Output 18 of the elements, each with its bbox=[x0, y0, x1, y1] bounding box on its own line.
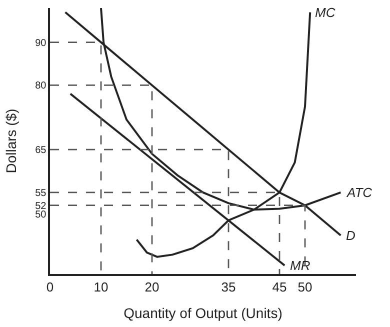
y-tick-label: 50 bbox=[35, 209, 47, 220]
y-axis-title: Dollars ($) bbox=[3, 108, 20, 174]
y-tick-label: 80 bbox=[35, 80, 47, 92]
series-label: MC bbox=[315, 5, 336, 20]
y-tick-label: 65 bbox=[35, 145, 47, 156]
series-label: MR bbox=[290, 258, 310, 273]
x-tick-label: 35 bbox=[221, 279, 236, 294]
x-tick-label: 20 bbox=[144, 279, 160, 294]
series-label: ATC bbox=[346, 185, 373, 200]
y-tick-label: 90 bbox=[35, 38, 47, 49]
x-tick-label: 45 bbox=[272, 279, 287, 294]
x-tick-label: 10 bbox=[94, 279, 108, 294]
y-tick-label: 55 bbox=[35, 188, 47, 199]
x-tick-label: 0 bbox=[46, 279, 54, 294]
series-label: D bbox=[346, 228, 356, 243]
y-tick-label: 52 bbox=[35, 200, 47, 212]
x-tick-label: 50 bbox=[298, 279, 312, 294]
x-axis-title: Quantity of Output (Units) bbox=[124, 305, 282, 322]
